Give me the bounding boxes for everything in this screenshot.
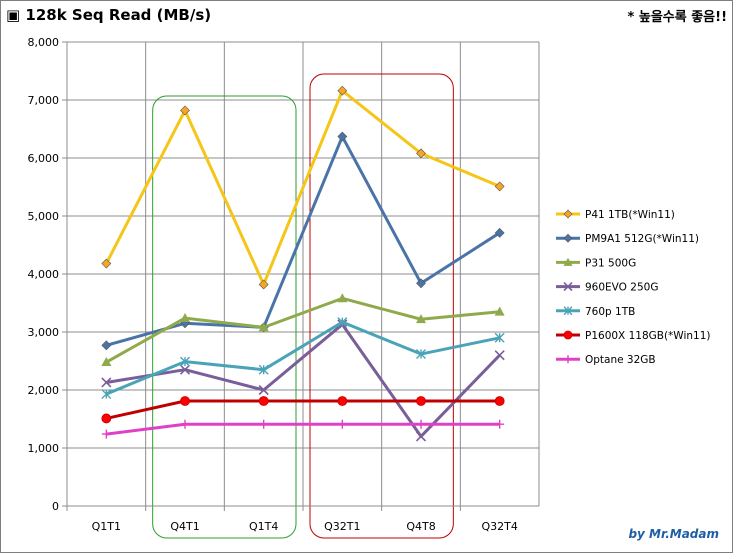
highlight-box <box>309 73 454 539</box>
y-tick-label: 8,000 <box>28 36 60 49</box>
data-point <box>416 349 426 360</box>
data-point <box>337 396 348 406</box>
y-tick-label: 7,000 <box>28 94 60 107</box>
data-point <box>101 357 112 367</box>
legend-item: Optane 32GB <box>556 354 656 366</box>
y-tick-label: 4,000 <box>28 268 60 281</box>
data-point <box>494 227 505 238</box>
data-point <box>563 233 573 243</box>
data-point <box>416 396 426 406</box>
data-point <box>563 306 573 316</box>
legend-label: P31 500G <box>585 257 636 269</box>
series-line <box>105 320 500 396</box>
series-6 <box>101 419 505 439</box>
data-point <box>494 306 505 316</box>
data-point <box>337 131 348 142</box>
data-point <box>494 332 505 343</box>
grid <box>67 41 540 506</box>
chart-title: ▣ 128k Seq Read (MB/s) <box>6 6 212 24</box>
data-point <box>416 419 426 429</box>
chart-note: * 높을수록 좋음!! <box>627 10 727 25</box>
data-point <box>563 257 573 266</box>
legend-item: P1600X 118GB(*Win11) <box>556 330 711 342</box>
legend-label: P1600X 118GB(*Win11) <box>585 330 711 342</box>
data-point <box>179 312 191 322</box>
data-point <box>101 413 112 424</box>
data-point <box>180 419 190 429</box>
data-point <box>258 364 269 375</box>
data-point <box>416 278 426 289</box>
data-point <box>258 322 269 332</box>
data-point <box>258 384 269 396</box>
data-point <box>258 279 269 290</box>
y-tick-label: 2,000 <box>28 384 60 397</box>
data-point <box>259 419 269 429</box>
legend-label: P41 1TB(*Win11) <box>585 209 675 221</box>
data-point <box>101 377 112 388</box>
y-tick-label: 6,000 <box>28 152 60 165</box>
series-line <box>105 296 500 364</box>
series-group <box>101 85 505 442</box>
data-point <box>337 419 347 429</box>
y-tick-label: 3,000 <box>28 326 60 339</box>
data-point <box>563 330 573 340</box>
data-point <box>415 314 427 324</box>
data-point <box>180 356 190 367</box>
data-point <box>564 355 572 364</box>
series-line <box>104 89 501 286</box>
x-tick-label: Q32T1 <box>324 520 360 533</box>
x-tick-label: Q1T1 <box>92 520 121 533</box>
series-line <box>106 399 500 420</box>
data-point <box>258 396 269 406</box>
data-point <box>101 340 112 351</box>
legend-item: PM9A1 512G(*Win11) <box>556 233 699 245</box>
data-point <box>101 429 111 439</box>
data-point <box>179 364 191 375</box>
data-point <box>415 431 427 442</box>
data-point <box>563 209 573 219</box>
legend-label: 960EVO 250G <box>585 282 658 294</box>
data-point <box>494 396 505 406</box>
series-4 <box>101 317 505 400</box>
data-point <box>563 282 573 292</box>
chart-credit: by Mr.Madam <box>628 527 719 541</box>
data-point <box>337 317 348 328</box>
series-line <box>106 422 500 436</box>
legend-label: 760p 1TB <box>585 306 635 318</box>
legend-item: 960EVO 250G <box>556 282 658 294</box>
data-point <box>494 350 505 361</box>
data-point <box>101 389 112 400</box>
data-point <box>416 148 426 159</box>
data-point <box>101 258 112 269</box>
series-5 <box>101 396 505 424</box>
data-point <box>180 105 190 116</box>
y-tick-label: 1,000 <box>28 442 60 455</box>
data-point <box>337 85 348 96</box>
y-tick-label: 0 <box>52 500 59 513</box>
legend-item: 760p 1TB <box>556 306 635 318</box>
y-tick-label: 5,000 <box>28 210 60 223</box>
x-tick-label: Q4T8 <box>406 520 435 533</box>
legend-label: PM9A1 512G(*Win11) <box>585 233 699 245</box>
legend: P41 1TB(*Win11) PM9A1 512G(*Win11) P31 500… <box>556 209 711 366</box>
series-0 <box>101 85 505 290</box>
data-point <box>494 181 505 192</box>
series-2 <box>101 293 505 367</box>
x-tick-label: Q4T1 <box>170 520 199 533</box>
x-tick-label: Q32T4 <box>481 520 517 533</box>
data-point <box>180 396 190 406</box>
x-tick-label: Q1T4 <box>249 520 278 533</box>
legend-item: P41 1TB(*Win11) <box>556 209 675 221</box>
data-point <box>495 419 505 429</box>
axes: 0 1,000 2,000 3,000 4,000 5,000 6,000 7,000 8,00… <box>28 36 539 533</box>
data-point <box>337 293 348 303</box>
legend-item: P31 500G <box>556 257 636 269</box>
legend-label: Optane 32GB <box>585 354 656 366</box>
